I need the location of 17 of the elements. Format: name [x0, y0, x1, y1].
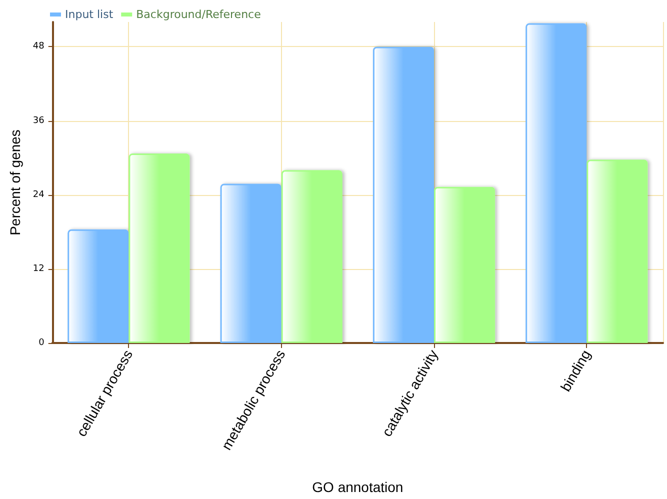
- legend-label: Background/Reference: [136, 8, 262, 21]
- bar: [68, 229, 129, 343]
- x-axis-title: GO annotation: [312, 479, 404, 495]
- legend-label: Input list: [65, 8, 114, 21]
- y-tick-label: 48: [32, 42, 45, 52]
- y-tick-label: 0: [38, 338, 45, 348]
- bar: [281, 170, 342, 343]
- bar: [372, 46, 434, 343]
- bar: [526, 23, 587, 343]
- y-axis-title: Percent of genes: [7, 130, 23, 236]
- bar: [220, 184, 282, 343]
- y-tick-label: 36: [32, 116, 45, 126]
- bar: [586, 160, 648, 343]
- bar: [434, 186, 496, 343]
- y-tick-label: 12: [32, 264, 44, 274]
- y-tick-label: 24: [32, 190, 45, 200]
- bar: [128, 153, 190, 343]
